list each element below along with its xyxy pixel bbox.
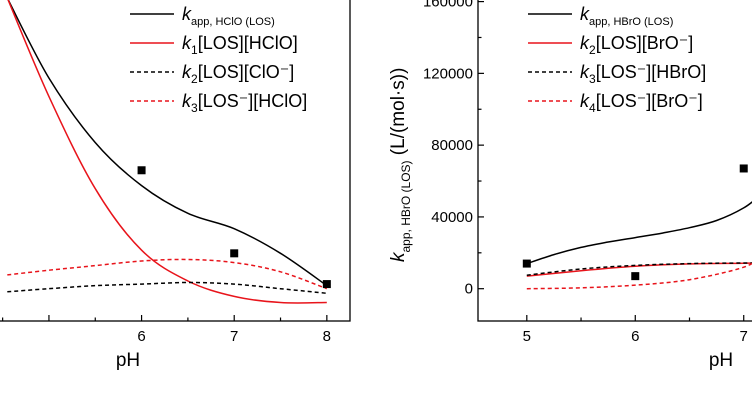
- y-axis-title: kapp, HBrO (LOS) (L/(mol·s)): [388, 68, 413, 262]
- x-tick-label: 6: [631, 328, 639, 345]
- data-point: [739, 164, 748, 173]
- legend-subscript: 3: [191, 101, 198, 115]
- legend-label: k3[LOS⁻][HClO]: [182, 91, 307, 115]
- legend-k: k: [182, 33, 192, 53]
- legend-label: k2[LOS][ClO⁻]: [182, 62, 294, 86]
- legend: kapp, HClO (LOS)k1[LOS][HClO]k2[LOS][ClO…: [130, 4, 307, 115]
- data-point: [522, 259, 531, 268]
- legend-label: kapp, HBrO (LOS): [580, 4, 673, 28]
- legend-label: k3[LOS⁻][HBrO]: [580, 62, 706, 86]
- legend-k: k: [580, 91, 590, 111]
- legend-k: k: [182, 62, 192, 82]
- series-line: [7, 0, 327, 304]
- legend-term: [LOS][ClO⁻]: [198, 62, 295, 82]
- legend-subscript: 3: [589, 72, 596, 86]
- y-axis-title-k: k: [388, 251, 409, 262]
- legend-subscript: 1: [191, 43, 198, 57]
- x-tick-label: 5: [523, 328, 531, 345]
- legend-subscript: 2: [191, 72, 198, 86]
- series-line: [7, 258, 328, 290]
- legend-k: k: [182, 4, 192, 24]
- y-tick-label: 160000: [423, 0, 473, 11]
- legend-term: [LOS⁻][HBrO]: [596, 62, 707, 82]
- legend-subscript: app, HClO (LOS): [191, 16, 275, 28]
- y-tick-label: 0: [465, 281, 473, 298]
- legend-k: k: [580, 4, 590, 24]
- series-group: [522, 164, 752, 290]
- legend-label: k1[LOS][HClO]: [182, 33, 298, 57]
- x-tick-label: 7: [740, 328, 748, 345]
- legend-k: k: [182, 91, 192, 111]
- y-axis-title-unit: (L/(mol·s)): [388, 68, 409, 161]
- legend-k: k: [580, 33, 590, 53]
- legend-term: [LOS][HClO]: [198, 33, 298, 53]
- legend: kapp, HBrO (LOS)k2[LOS][BrO⁻]k3[LOS⁻][HB…: [528, 4, 706, 115]
- data-point: [631, 272, 640, 281]
- legend-subscript: 2: [589, 43, 596, 57]
- x-axis-title: pH: [709, 350, 733, 371]
- x-tick-label: 6: [137, 328, 145, 345]
- legend-label: kapp, HClO (LOS): [182, 4, 275, 28]
- plot-frame: [477, 0, 752, 322]
- legend-term: [LOS⁻][HClO]: [198, 91, 308, 111]
- data-point: [230, 249, 239, 258]
- legend-term: [LOS⁻][BrO⁻]: [596, 91, 703, 111]
- x-tick-label: 7: [230, 328, 238, 345]
- plot-frame: [0, 0, 351, 322]
- y-tick-label: 40000: [431, 209, 473, 226]
- y-axis-title-subscript: app, HBrO (LOS): [399, 160, 413, 252]
- legend-label: k4[LOS⁻][BrO⁻]: [580, 91, 703, 115]
- legend-subscript: app, HBrO (LOS): [589, 16, 673, 28]
- data-point: [137, 166, 146, 175]
- series-line: [7, 0, 328, 287]
- legend-k: k: [580, 62, 590, 82]
- series-line: [526, 201, 752, 265]
- series-group: [7, 0, 331, 304]
- y-tick-label: 120000: [423, 65, 473, 82]
- y-tick-label: 80000: [431, 137, 473, 154]
- x-axis-title: pH: [116, 350, 140, 371]
- series-line: [526, 262, 752, 276]
- data-point: [322, 280, 331, 289]
- x-tick-label: 8: [323, 328, 331, 345]
- series-line: [526, 262, 752, 290]
- legend-subscript: 4: [589, 101, 596, 115]
- legend-term: [LOS][BrO⁻]: [596, 33, 694, 53]
- series-line: [7, 281, 327, 295]
- legend-label: k2[LOS][BrO⁻]: [580, 33, 693, 57]
